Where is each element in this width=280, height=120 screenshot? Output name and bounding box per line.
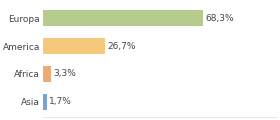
Text: 1,7%: 1,7% — [49, 97, 72, 106]
Bar — [43, 10, 203, 26]
Bar — [43, 66, 51, 82]
Bar — [43, 38, 106, 54]
Bar — [43, 94, 47, 110]
Text: 68,3%: 68,3% — [205, 14, 234, 23]
Text: 26,7%: 26,7% — [108, 42, 136, 51]
Text: 3,3%: 3,3% — [53, 69, 76, 78]
